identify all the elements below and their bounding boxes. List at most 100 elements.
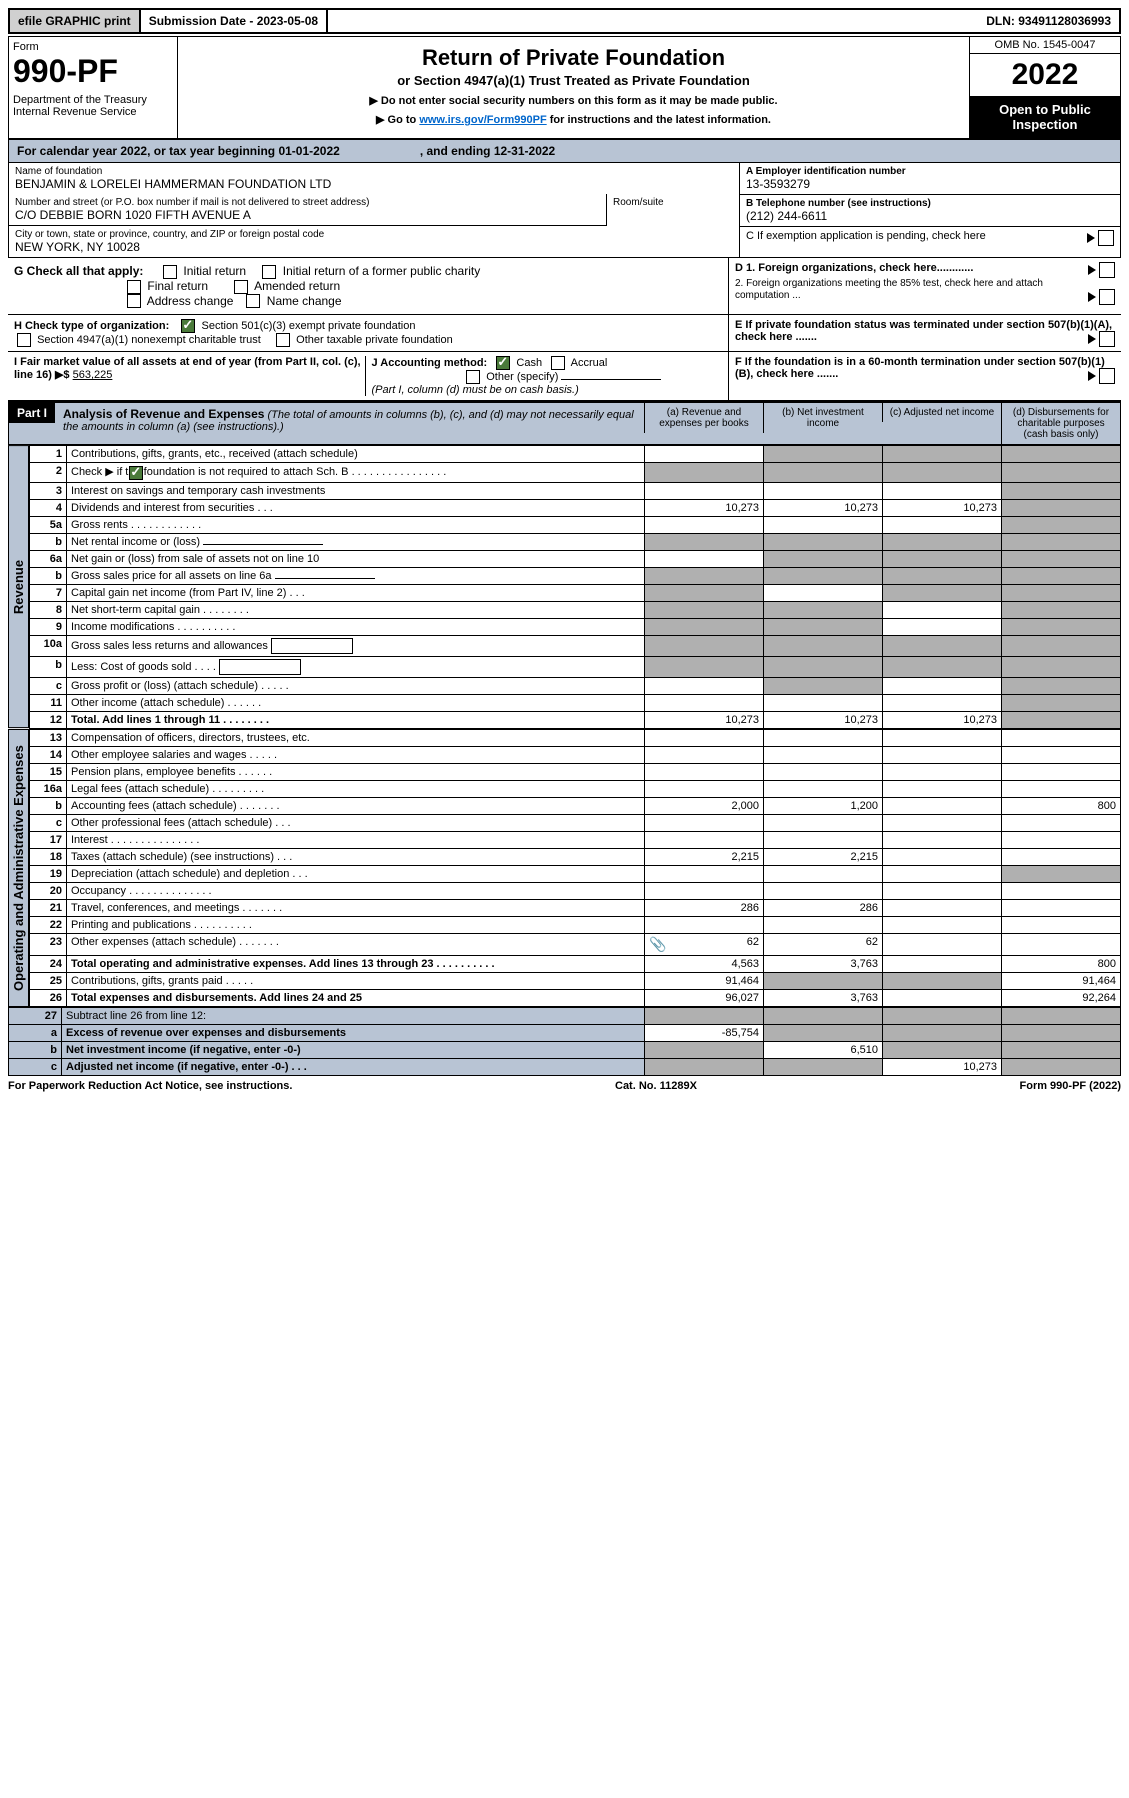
table-row: 1Contributions, gifts, grants, etc., rec…	[30, 446, 1121, 463]
table-row: 14Other employee salaries and wages . . …	[30, 746, 1121, 763]
c-checkbox[interactable]	[1098, 230, 1114, 246]
form990pf-link[interactable]: www.irs.gov/Form990PF	[419, 114, 546, 126]
part1-header: Part I Analysis of Revenue and Expenses …	[8, 402, 1121, 445]
table-row: 17Interest . . . . . . . . . . . . . . .	[30, 831, 1121, 848]
j-cash-checkbox[interactable]	[496, 356, 510, 370]
f-label: F If the foundation is in a 60-month ter…	[735, 356, 1105, 380]
table-row: bAccounting fees (attach schedule) . . .…	[30, 797, 1121, 814]
revenue-table: 1Contributions, gifts, grants, etc., rec…	[29, 445, 1121, 728]
calendar-year-row: For calendar year 2022, or tax year begi…	[8, 139, 1121, 163]
revenue-label: Revenue	[8, 445, 29, 728]
table-row: cAdjusted net income (if negative, enter…	[9, 1058, 1121, 1075]
table-row: 22Printing and publications . . . . . . …	[30, 916, 1121, 933]
arrow-icon	[1088, 265, 1096, 275]
d2-checkbox[interactable]	[1099, 289, 1115, 305]
table-row: 24Total operating and administrative exp…	[30, 955, 1121, 972]
part1-label: Part I	[9, 403, 55, 423]
top-bar: efile GRAPHIC print Submission Date - 20…	[8, 8, 1121, 34]
g-address-checkbox[interactable]	[127, 294, 141, 308]
table-row: 6aNet gain or (loss) from sale of assets…	[30, 550, 1121, 567]
table-row: 21Travel, conferences, and meetings . . …	[30, 899, 1121, 916]
table-row: 5aGross rents . . . . . . . . . . . .	[30, 516, 1121, 533]
table-row: 19Depreciation (attach schedule) and dep…	[30, 865, 1121, 882]
d2-label: 2. Foreign organizations meeting the 85%…	[735, 278, 1043, 301]
j-accrual: Accrual	[571, 357, 608, 369]
e-checkbox[interactable]	[1099, 331, 1115, 347]
paperclip-icon[interactable]: 📎	[649, 936, 666, 953]
room-label: Room/suite	[613, 197, 733, 208]
i-label: I Fair market value of all assets at end…	[14, 356, 361, 381]
g-final-checkbox[interactable]	[127, 280, 141, 294]
form-header: Form 990-PF Department of the Treasury I…	[8, 36, 1121, 139]
address: C/O DEBBIE BORN 1020 FIFTH AVENUE A	[15, 208, 600, 222]
arrow-icon	[1088, 371, 1096, 381]
table-row: 4Dividends and interest from securities …	[30, 499, 1121, 516]
ein: 13-3593279	[746, 177, 1114, 191]
form-subtitle: or Section 4947(a)(1) Trust Treated as P…	[184, 73, 963, 88]
table-row: cGross profit or (loss) (attach schedule…	[30, 677, 1121, 694]
e-label: E If private foundation status was termi…	[735, 319, 1112, 343]
summary-table: 27Subtract line 26 from line 12: aExcess…	[8, 1007, 1121, 1076]
h-501c3-checkbox[interactable]	[181, 319, 195, 333]
j-accrual-checkbox[interactable]	[551, 356, 565, 370]
dln: DLN: 93491128036993	[978, 10, 1119, 32]
i-value: 563,225	[73, 369, 113, 381]
g-initial-former-checkbox[interactable]	[262, 265, 276, 279]
table-row: bNet rental income or (loss)	[30, 533, 1121, 550]
h-other-checkbox[interactable]	[276, 333, 290, 347]
col-b-head: (b) Net investment income	[763, 403, 882, 433]
note-goto-post: for instructions and the latest informat…	[547, 114, 771, 126]
j-label: J Accounting method:	[372, 357, 488, 369]
col-c-head: (c) Adjusted net income	[882, 403, 1001, 422]
table-row: 13Compensation of officers, directors, t…	[30, 729, 1121, 746]
dept-treasury: Department of the Treasury Internal Reve…	[13, 94, 173, 118]
part1-title: Analysis of Revenue and Expenses	[63, 407, 264, 421]
d1-checkbox[interactable]	[1099, 262, 1115, 278]
h-other: Other taxable private foundation	[296, 334, 453, 346]
table-row: bLess: Cost of goods sold . . . .	[30, 656, 1121, 677]
schb-checkbox[interactable]	[129, 466, 143, 480]
g-initial-checkbox[interactable]	[163, 265, 177, 279]
note-ssn: ▶ Do not enter social security numbers o…	[184, 94, 963, 107]
footer-right: Form 990-PF (2022)	[1020, 1080, 1121, 1092]
efile-print-button[interactable]: efile GRAPHIC print	[10, 10, 141, 32]
name-label: Name of foundation	[15, 166, 733, 177]
g-amended: Amended return	[254, 279, 340, 293]
g-amended-checkbox[interactable]	[234, 280, 248, 294]
j-other: Other (specify)	[486, 371, 558, 383]
ein-label: A Employer identification number	[746, 166, 1114, 177]
f-checkbox[interactable]	[1099, 368, 1115, 384]
g-final: Final return	[147, 279, 208, 293]
footer-mid: Cat. No. 11289X	[615, 1080, 697, 1092]
col-d-head: (d) Disbursements for charitable purpose…	[1001, 403, 1120, 444]
addr-label: Number and street (or P.O. box number if…	[15, 197, 600, 208]
cal-year-ending: , and ending 12-31-2022	[420, 144, 555, 158]
form-title: Return of Private Foundation	[184, 45, 963, 71]
cal-year-text: For calendar year 2022, or tax year begi…	[17, 144, 340, 158]
phone-label: B Telephone number (see instructions)	[746, 198, 1114, 209]
table-row: 9Income modifications . . . . . . . . . …	[30, 618, 1121, 635]
g-initial: Initial return	[183, 264, 246, 278]
g-name-checkbox[interactable]	[246, 294, 260, 308]
j-other-checkbox[interactable]	[466, 370, 480, 384]
form-label: Form	[13, 41, 173, 53]
h-4947-checkbox[interactable]	[17, 333, 31, 347]
table-row: bNet investment income (if negative, ent…	[9, 1041, 1121, 1058]
table-row: 2Check ▶ if the foundation is not requir…	[30, 463, 1121, 482]
j-cash: Cash	[516, 357, 542, 369]
g-address: Address change	[147, 294, 234, 308]
c-label: C If exemption application is pending, c…	[746, 230, 986, 242]
table-row: 10aGross sales less returns and allowanc…	[30, 635, 1121, 656]
phone: (212) 244-6611	[746, 209, 1114, 223]
h-501c3: Section 501(c)(3) exempt private foundat…	[201, 320, 415, 332]
h-label: H Check type of organization:	[14, 320, 169, 332]
table-row: 7Capital gain net income (from Part IV, …	[30, 584, 1121, 601]
h-4947: Section 4947(a)(1) nonexempt charitable …	[37, 334, 261, 346]
foundation-name: BENJAMIN & LORELEI HAMMERMAN FOUNDATION …	[15, 177, 733, 191]
page-footer: For Paperwork Reduction Act Notice, see …	[8, 1076, 1121, 1096]
arrow-icon	[1087, 233, 1095, 243]
g-initial-former: Initial return of a former public charit…	[283, 264, 480, 278]
d1-label: D 1. Foreign organizations, check here..…	[735, 262, 973, 274]
footer-left: For Paperwork Reduction Act Notice, see …	[8, 1080, 292, 1092]
j-note: (Part I, column (d) must be on cash basi…	[372, 384, 579, 396]
